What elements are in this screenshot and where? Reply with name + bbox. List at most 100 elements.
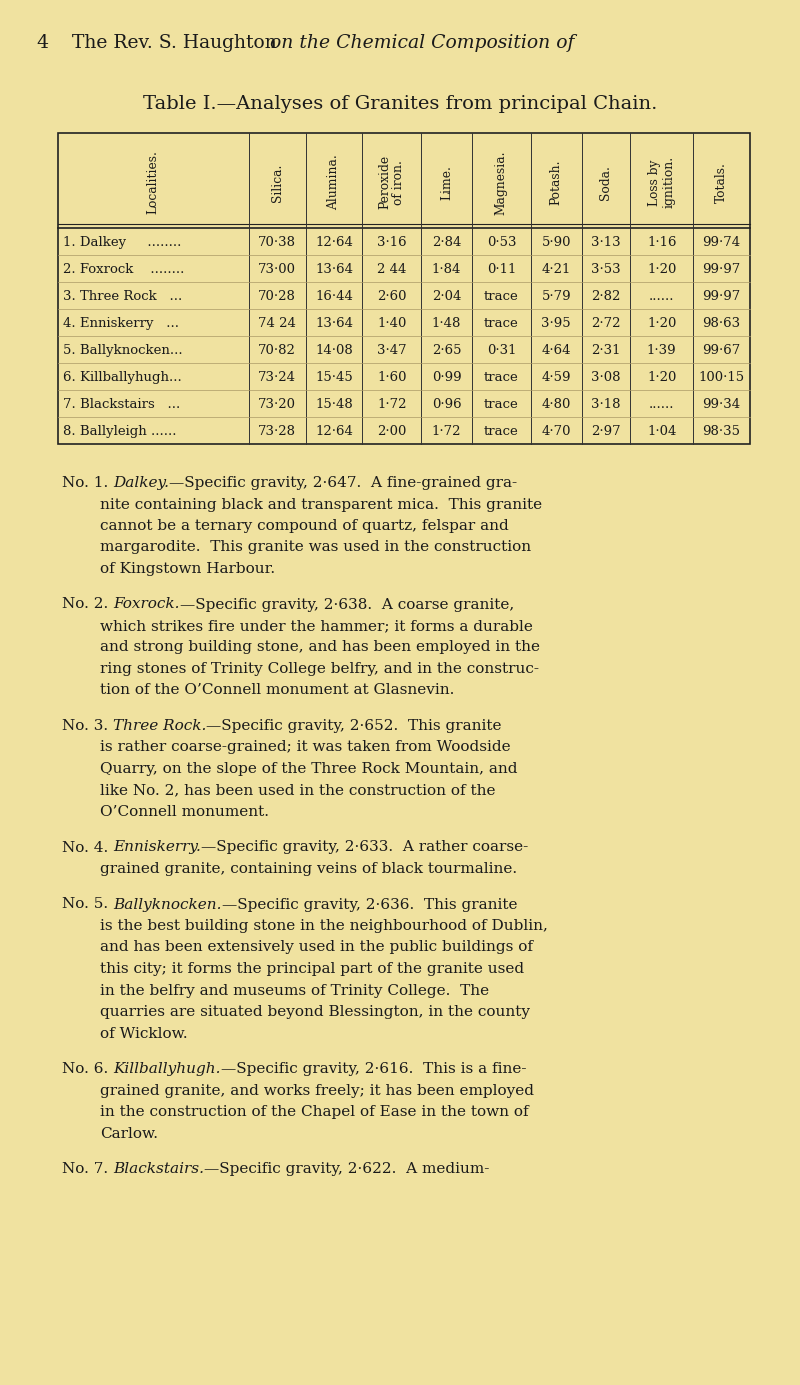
Text: 99·97: 99·97 [702, 263, 741, 277]
Text: 4·70: 4·70 [542, 425, 571, 438]
Text: 2·84: 2·84 [432, 237, 462, 249]
Text: grained granite, containing veins of black tourmaline.: grained granite, containing veins of bla… [100, 861, 517, 875]
Text: 5. Ballyknocken...: 5. Ballyknocken... [63, 345, 182, 357]
Text: tion of the O’Connell monument at Glasnevin.: tion of the O’Connell monument at Glasne… [100, 684, 454, 698]
Text: 99·34: 99·34 [702, 399, 741, 411]
Text: 1·04: 1·04 [647, 425, 677, 438]
Text: trace: trace [484, 399, 518, 411]
Text: Carlow.: Carlow. [100, 1126, 158, 1140]
Text: Soda.: Soda. [599, 165, 613, 199]
Text: —Specific gravity, 2·636.  This granite: —Specific gravity, 2·636. This granite [222, 897, 517, 911]
Text: Killballyhugh.: Killballyhugh. [113, 1062, 221, 1076]
Text: 16·44: 16·44 [315, 291, 353, 303]
Text: —Specific gravity, 2·633.  A rather coarse-: —Specific gravity, 2·633. A rather coars… [201, 841, 528, 855]
Text: 73·20: 73·20 [258, 399, 296, 411]
Text: 2 44: 2 44 [377, 263, 406, 277]
Text: 8. Ballyleigh ......: 8. Ballyleigh ...... [63, 425, 177, 438]
Text: 74 24: 74 24 [258, 317, 296, 331]
Text: Magnesia.: Magnesia. [495, 150, 508, 215]
Text: 2·04: 2·04 [432, 291, 462, 303]
Text: 2·97: 2·97 [591, 425, 621, 438]
Text: Foxrock.: Foxrock. [113, 597, 180, 612]
Text: is the best building stone in the neighbourhood of Dublin,: is the best building stone in the neighb… [100, 920, 548, 933]
Text: and strong building stone, and has been employed in the: and strong building stone, and has been … [100, 640, 540, 655]
Text: margarodite.  This granite was used in the construction: margarodite. This granite was used in th… [100, 540, 531, 554]
Text: Potash.: Potash. [550, 159, 562, 205]
Text: trace: trace [484, 425, 518, 438]
Text: 4. Enniskerry   ...: 4. Enniskerry ... [63, 317, 179, 331]
Text: 5·79: 5·79 [542, 291, 571, 303]
Text: No. 7.: No. 7. [62, 1162, 113, 1176]
Text: Silica.: Silica. [270, 163, 284, 202]
Text: 2·31: 2·31 [591, 345, 621, 357]
Text: 4: 4 [36, 35, 48, 53]
Text: 0·11: 0·11 [486, 263, 516, 277]
Text: and has been extensively used in the public buildings of: and has been extensively used in the pub… [100, 940, 533, 954]
Text: The Rev. S. Haughton: The Rev. S. Haughton [72, 35, 282, 53]
Text: 73·24: 73·24 [258, 371, 296, 385]
Text: of Kingstown Harbour.: of Kingstown Harbour. [100, 562, 275, 576]
Text: 3·16: 3·16 [377, 237, 406, 249]
Text: No. 5.: No. 5. [62, 897, 113, 911]
Text: cannot be a ternary compound of quartz, felspar and: cannot be a ternary compound of quartz, … [100, 519, 509, 533]
Text: 13·64: 13·64 [315, 317, 353, 331]
Text: —Specific gravity, 2·616.  This is a fine-: —Specific gravity, 2·616. This is a fine… [221, 1062, 526, 1076]
Text: 4·64: 4·64 [542, 345, 571, 357]
Text: 1·72: 1·72 [377, 399, 406, 411]
Text: 1. Dalkey     ........: 1. Dalkey ........ [63, 237, 182, 249]
Text: 3·47: 3·47 [377, 345, 406, 357]
Text: Loss by
ignition.: Loss by ignition. [648, 157, 675, 209]
Text: No. 2.: No. 2. [62, 597, 113, 612]
Text: is rather coarse-grained; it was taken from Woodside: is rather coarse-grained; it was taken f… [100, 741, 510, 755]
Text: No. 3.: No. 3. [62, 719, 113, 733]
Text: ......: ...... [649, 291, 674, 303]
Text: 99·97: 99·97 [702, 291, 741, 303]
Text: 1·48: 1·48 [432, 317, 462, 331]
Text: No. 1.: No. 1. [62, 476, 113, 490]
Text: 98·63: 98·63 [702, 317, 741, 331]
Text: 1·72: 1·72 [432, 425, 462, 438]
Text: 0·31: 0·31 [486, 345, 516, 357]
Text: 0·96: 0·96 [432, 399, 462, 411]
Text: ring stones of Trinity College belfry, and in the construc-: ring stones of Trinity College belfry, a… [100, 662, 539, 676]
Text: Ballyknocken.: Ballyknocken. [113, 897, 222, 911]
Text: —Specific gravity, 2·652.  This granite: —Specific gravity, 2·652. This granite [206, 719, 502, 733]
Text: Table I.—Analyses of Granites from principal Chain.: Table I.—Analyses of Granites from princ… [143, 96, 657, 114]
Text: 0·53: 0·53 [486, 237, 516, 249]
Text: 70·38: 70·38 [258, 237, 296, 249]
Text: Alumina.: Alumina. [327, 155, 341, 211]
Text: 2·82: 2·82 [591, 291, 621, 303]
Text: 2·72: 2·72 [591, 317, 621, 331]
Text: 70·82: 70·82 [258, 345, 296, 357]
Text: 3·95: 3·95 [542, 317, 571, 331]
Text: which strikes fire under the hammer; it forms a durable: which strikes fire under the hammer; it … [100, 619, 533, 633]
Text: 1·20: 1·20 [647, 317, 677, 331]
Text: 2·65: 2·65 [432, 345, 462, 357]
Text: O’Connell monument.: O’Connell monument. [100, 805, 269, 819]
Text: quarries are situated beyond Blessington, in the county: quarries are situated beyond Blessington… [100, 1006, 530, 1019]
Text: 6. Killballyhugh...: 6. Killballyhugh... [63, 371, 182, 385]
Text: trace: trace [484, 291, 518, 303]
Text: Localities.: Localities. [147, 151, 160, 215]
Text: trace: trace [484, 371, 518, 385]
Text: 2·60: 2·60 [377, 291, 406, 303]
Text: 99·67: 99·67 [702, 345, 741, 357]
Text: this city; it forms the principal part of the granite used: this city; it forms the principal part o… [100, 963, 524, 976]
Text: 0·99: 0·99 [432, 371, 462, 385]
Text: 14·08: 14·08 [315, 345, 353, 357]
Text: 1·40: 1·40 [377, 317, 406, 331]
Text: on the Chemical Composition of: on the Chemical Composition of [270, 35, 574, 53]
Text: in the construction of the Chapel of Ease in the town of: in the construction of the Chapel of Eas… [100, 1105, 529, 1119]
Text: 12·64: 12·64 [315, 237, 353, 249]
Text: 1·60: 1·60 [377, 371, 406, 385]
Text: 3·53: 3·53 [591, 263, 621, 277]
Text: Quarry, on the slope of the Three Rock Mountain, and: Quarry, on the slope of the Three Rock M… [100, 762, 518, 776]
Text: of Wicklow.: of Wicklow. [100, 1026, 188, 1040]
Text: like No. 2, has been used in the construction of the: like No. 2, has been used in the constru… [100, 784, 495, 798]
Text: 7. Blackstairs   ...: 7. Blackstairs ... [63, 399, 180, 411]
Text: 2. Foxrock    ........: 2. Foxrock ........ [63, 263, 184, 277]
Text: Enniskerry.: Enniskerry. [113, 841, 201, 855]
Text: nite containing black and transparent mica.  This granite: nite containing black and transparent mi… [100, 497, 542, 511]
Text: trace: trace [484, 317, 518, 331]
Text: 98·35: 98·35 [702, 425, 741, 438]
